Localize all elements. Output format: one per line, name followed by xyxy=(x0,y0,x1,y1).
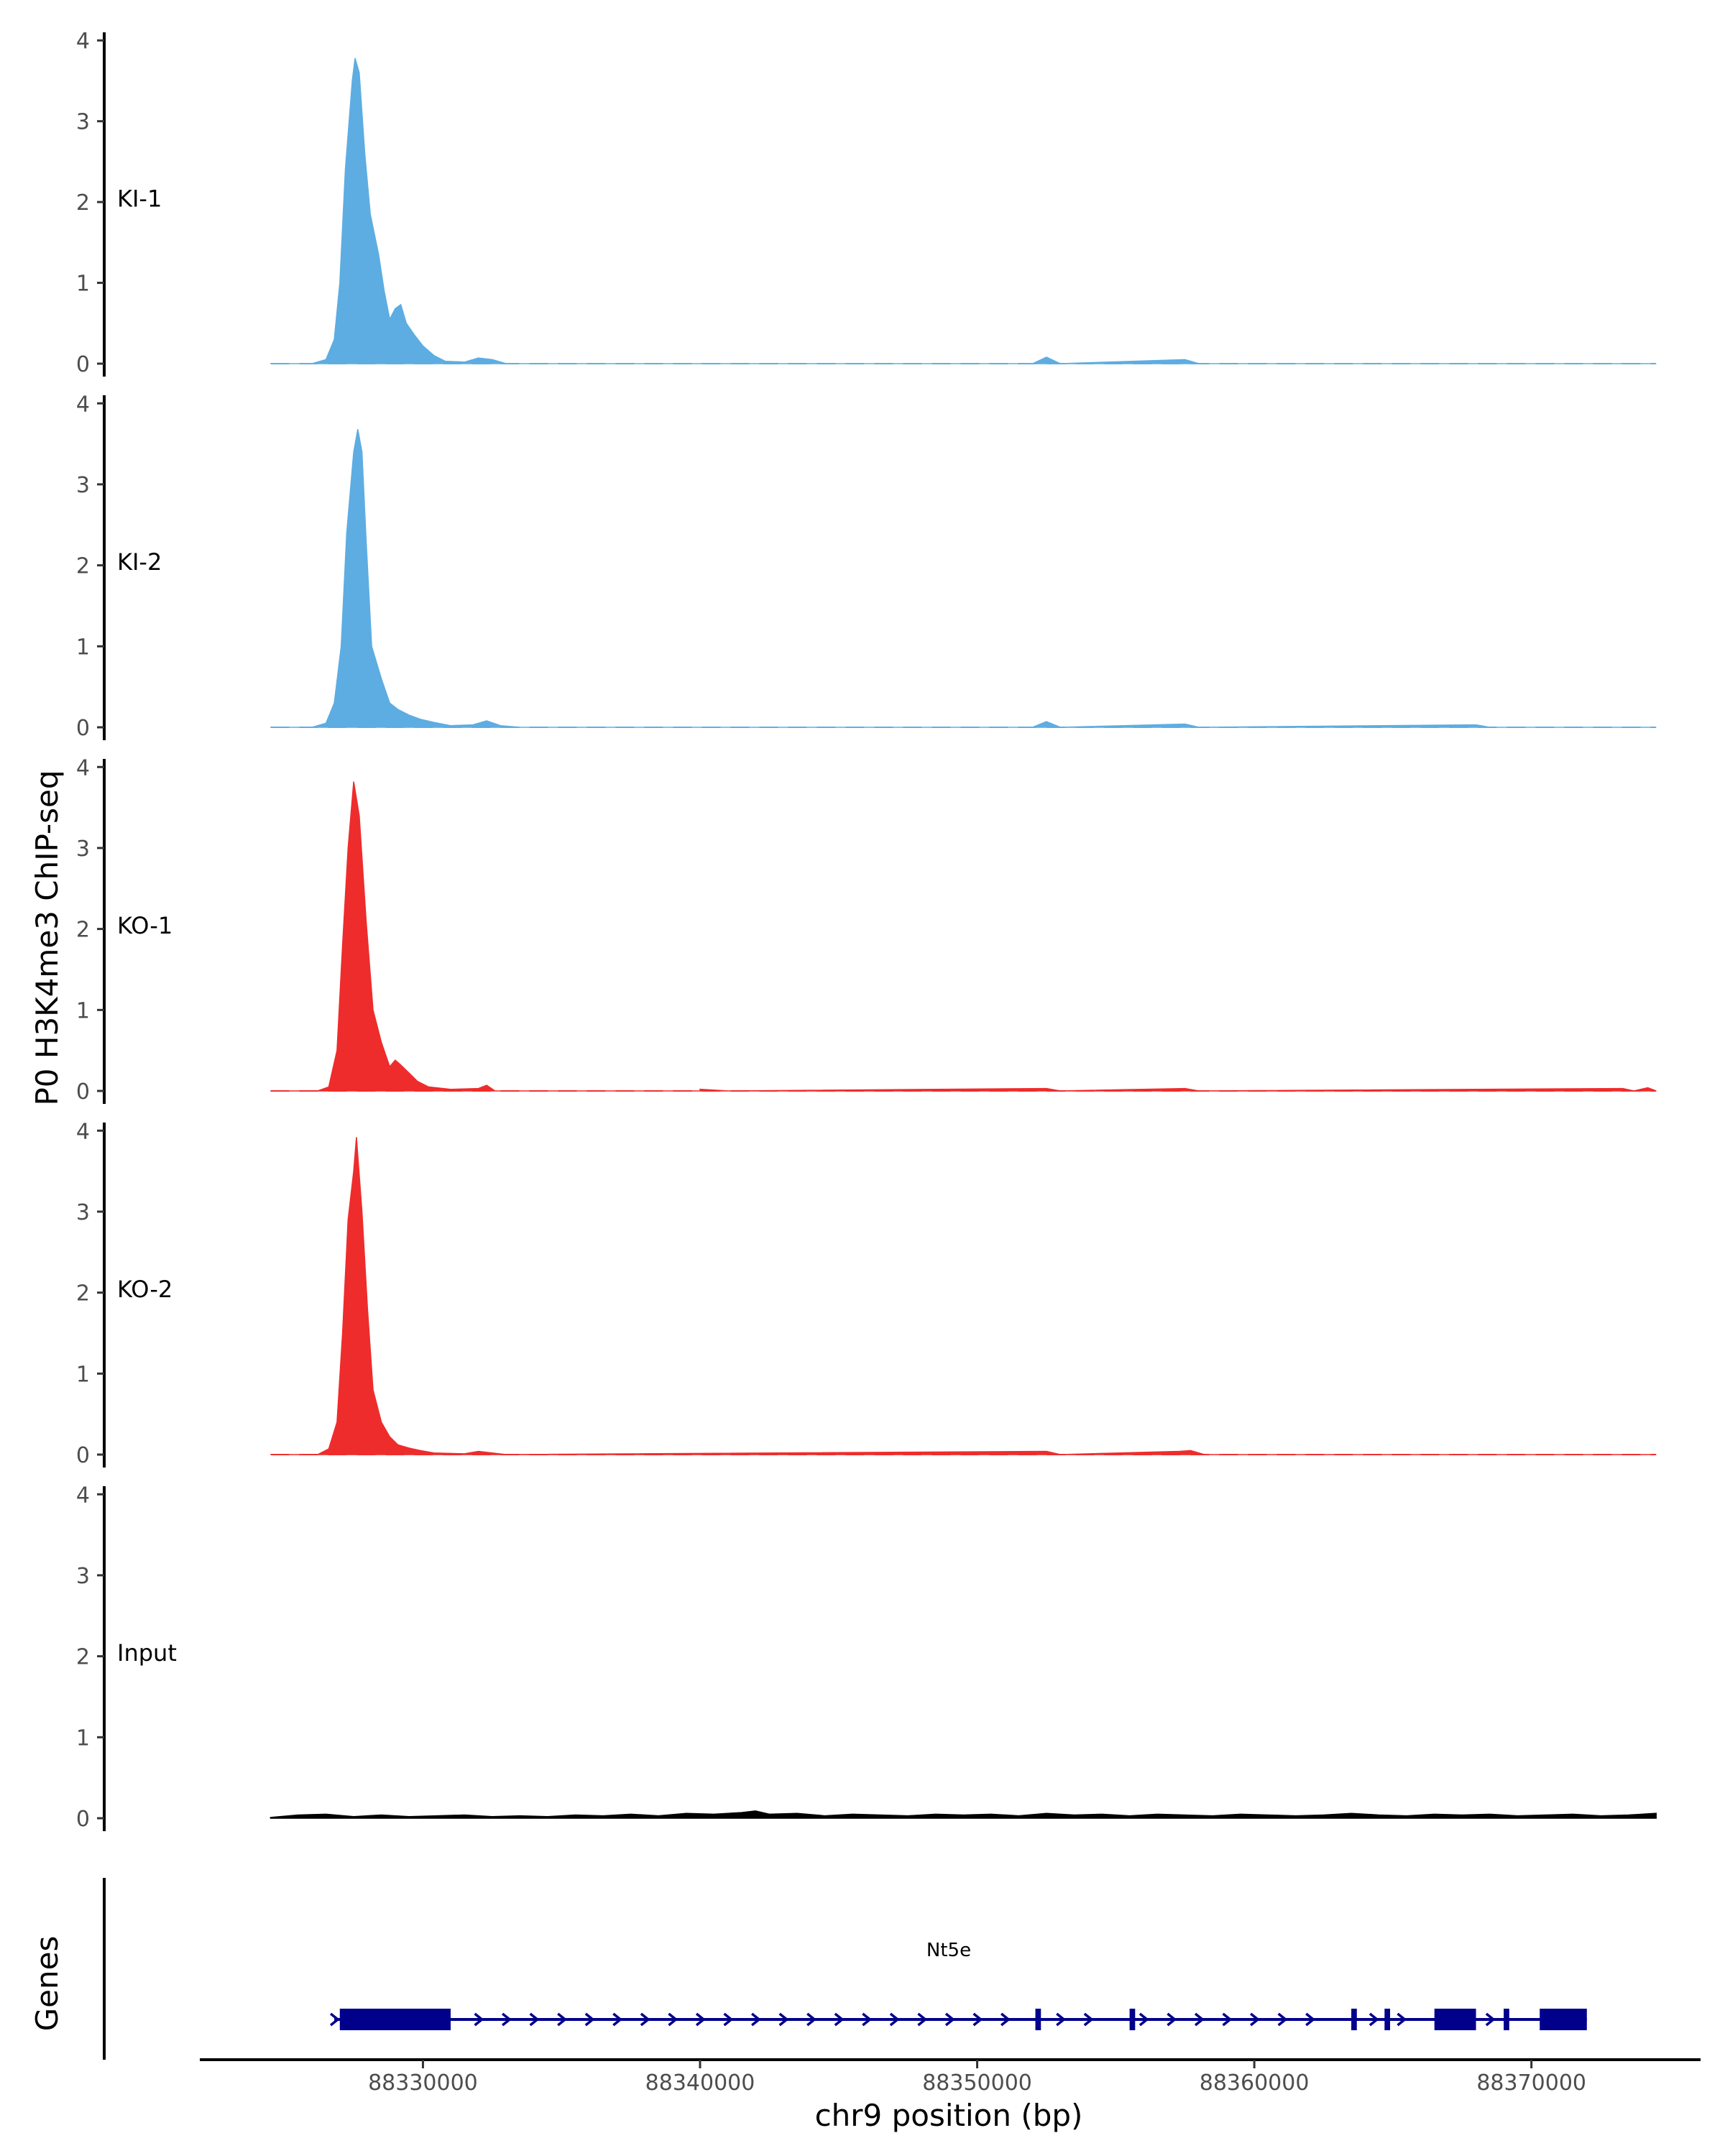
track-ko-2: 0 1 2 3 4 KO-2 xyxy=(76,1119,1657,1468)
track-input: 0 1 2 3 4 Input xyxy=(76,1483,1657,1832)
track-label: KO-1 xyxy=(117,912,172,939)
exon xyxy=(1384,2009,1391,2030)
x-tick-label: 88340000 xyxy=(645,2070,755,2096)
y-tick-label: 2 xyxy=(76,918,90,943)
y-tick-label: 1 xyxy=(76,272,90,297)
strand-arrow xyxy=(502,2012,512,2027)
gene-name: Nt5e xyxy=(926,1940,971,1961)
strand-arrow xyxy=(640,2012,650,2027)
y-tick-label: 0 xyxy=(76,1807,90,1832)
strand-arrow xyxy=(1167,2012,1177,2027)
exon xyxy=(1351,2009,1357,2030)
y-tick-label: 4 xyxy=(76,392,90,417)
strand-arrow xyxy=(1305,2012,1316,2027)
x-tick-label: 88330000 xyxy=(368,2070,478,2096)
track-label: KO-2 xyxy=(117,1276,172,1303)
strand-arrow xyxy=(1277,2012,1288,2027)
track-label: Input xyxy=(117,1639,177,1667)
strand-arrow xyxy=(1138,2012,1149,2027)
y-tick-label: 2 xyxy=(76,190,90,216)
strand-arrow xyxy=(778,2012,789,2027)
y-tick-label: 2 xyxy=(76,554,90,579)
y-tick-label: 2 xyxy=(76,1645,90,1670)
strand-arrow xyxy=(889,2012,900,2027)
y-tick-label: 3 xyxy=(76,1564,90,1589)
strand-arrow xyxy=(668,2012,678,2027)
strand-arrow xyxy=(1485,2012,1496,2027)
strand-arrow xyxy=(972,2012,983,2027)
y-tick-label: 4 xyxy=(76,29,90,54)
track-ki-2: 0 1 2 3 4 KI-2 xyxy=(76,392,1657,741)
strand-arrow xyxy=(834,2012,845,2027)
strand-arrow xyxy=(584,2012,595,2027)
coverage-tracks: 0 1 2 3 4 KI-1 0 1 2 3 4 KI-2 0 1 2 3 4 KO-1 0 1 2 3 4 KO-2 0 1 2 3… xyxy=(76,29,1657,1832)
y-tick-label: 4 xyxy=(76,755,90,780)
strand-arrow xyxy=(557,2012,568,2027)
genes-track-title: Genes xyxy=(29,1936,65,2032)
strand-arrow xyxy=(1368,2012,1379,2027)
strand-arrow xyxy=(529,2012,540,2027)
y-tick-label: 1 xyxy=(76,1362,90,1387)
strand-arrow xyxy=(474,2012,484,2027)
strand-arrow xyxy=(1397,2012,1407,2027)
strand-arrow xyxy=(862,2012,873,2027)
exon xyxy=(1540,2009,1587,2030)
y-tick-label: 1 xyxy=(76,635,90,660)
coverage-area xyxy=(270,1137,1657,1455)
strand-arrow xyxy=(1250,2012,1260,2027)
y-tick-label: 0 xyxy=(76,1443,90,1468)
y-axis-title: P0 H3K4me3 ChIP-seq xyxy=(29,770,65,1105)
track-label: KI-2 xyxy=(117,548,162,576)
strand-arrow xyxy=(1083,2012,1094,2027)
strand-arrow xyxy=(329,2012,340,2027)
strand-arrow xyxy=(751,2012,761,2027)
strand-arrow xyxy=(917,2012,928,2027)
y-tick-label: 1 xyxy=(76,998,90,1023)
y-tick-label: 0 xyxy=(76,352,90,377)
track-label: KI-1 xyxy=(117,185,162,213)
y-tick-label: 4 xyxy=(76,1483,90,1508)
coverage-area xyxy=(270,429,1657,728)
y-tick-label: 3 xyxy=(76,473,90,498)
x-tick-label: 88360000 xyxy=(1200,2070,1310,2096)
exon xyxy=(1434,2009,1476,2030)
x-tick-label: 88350000 xyxy=(922,2070,1032,2096)
strand-arrow xyxy=(612,2012,623,2027)
coverage-area xyxy=(270,1810,1657,1819)
x-tick-label: 88370000 xyxy=(1476,2070,1586,2096)
y-tick-label: 0 xyxy=(76,716,90,741)
y-tick-label: 2 xyxy=(76,1281,90,1307)
strand-arrow xyxy=(1222,2012,1233,2027)
y-tick-label: 0 xyxy=(76,1079,90,1105)
y-tick-label: 4 xyxy=(76,1119,90,1144)
y-tick-label: 1 xyxy=(76,1726,90,1751)
y-tick-label: 3 xyxy=(76,110,90,135)
strand-arrow xyxy=(695,2012,706,2027)
coverage-area xyxy=(270,781,1657,1092)
coverage-area xyxy=(270,57,1657,364)
strand-arrow xyxy=(944,2012,955,2027)
x-axis: 88330000 88340000 88350000 88360000 88370000 xyxy=(200,2058,1701,2096)
track-ko-1: 0 1 2 3 4 KO-1 xyxy=(76,755,1657,1105)
strand-arrow xyxy=(1194,2012,1205,2027)
exon xyxy=(1129,2009,1136,2030)
y-tick-label: 3 xyxy=(76,1200,90,1225)
strand-arrow xyxy=(806,2012,817,2027)
y-tick-label: 3 xyxy=(76,837,90,862)
track-ki-1: 0 1 2 3 4 KI-1 xyxy=(76,29,1657,377)
strand-arrow xyxy=(723,2012,734,2027)
exon xyxy=(339,2009,451,2030)
exon xyxy=(1035,2009,1041,2030)
x-axis-title: chr9 position (bp) xyxy=(815,2098,1083,2133)
strand-arrow xyxy=(1000,2012,1011,2027)
strand-arrow xyxy=(1056,2012,1067,2027)
gene-track: Nt5e xyxy=(103,1878,1587,2060)
exon xyxy=(1504,2009,1509,2030)
